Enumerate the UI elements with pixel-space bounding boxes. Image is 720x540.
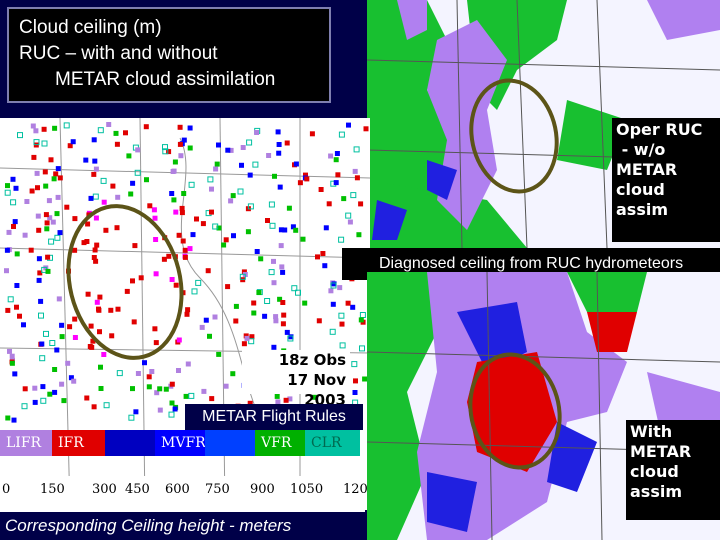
oper-ruc-label-line-4: cloud <box>616 180 665 199</box>
legend-label-vfr: VFR <box>261 435 292 451</box>
legend-seg-lifr: LIFR <box>0 430 52 456</box>
title-line-2: RUC – with and without <box>19 43 218 64</box>
scale-tick-4: 600 <box>165 482 190 497</box>
legend-title: METAR Flight Rules <box>185 404 363 430</box>
title-box: Cloud ceiling (m) RUC – with and without… <box>7 7 331 103</box>
legend-seg-mvfr-mid <box>205 430 255 456</box>
legend-seg-vfr: VFR <box>255 430 305 456</box>
legend-color-bar: LIFR IFR MVFR VFR CLR <box>0 430 360 456</box>
scale-tick-7: 1050 <box>290 482 324 497</box>
legend-seg-mvfr: MVFR <box>155 430 206 456</box>
obs-time-line-1: 18z Obs <box>278 351 346 369</box>
legend-seg-mvfr-low <box>105 430 155 456</box>
legend-label-clr: CLR <box>311 435 342 451</box>
oper-ruc-label-line-3: METAR <box>616 160 678 179</box>
oper-ruc-label: Oper RUC - w/o METAR cloud assim <box>612 118 720 242</box>
scale-tick-1: 150 <box>40 482 65 497</box>
legend-seg-ifr: IFR <box>52 430 105 456</box>
obs-time-label: 18z Obs 17 Nov 2003 <box>242 350 350 409</box>
with-metar-label-line-4: assim <box>630 482 682 501</box>
with-metar-label-line-3: cloud <box>630 462 679 481</box>
oper-ruc-label-line-2: - w/o <box>616 140 666 159</box>
oper-ruc-label-line-1: Oper RUC <box>616 120 703 139</box>
legend-label-mvfr: MVFR <box>161 435 206 451</box>
legend-label-lifr: LIFR <box>6 435 42 451</box>
ruc-map-with-metar <box>367 272 720 540</box>
with-metar-label: With METAR cloud assim <box>626 420 720 520</box>
title-line-1: Cloud ceiling (m) <box>19 17 162 38</box>
scale-tick-3: 450 <box>125 482 150 497</box>
scale-tick-2: 300 <box>92 482 117 497</box>
title-line-3: METAR cloud assimilation <box>55 69 276 90</box>
legend-label-ifr: IFR <box>58 435 84 451</box>
scale-tick-8: 120 <box>343 482 368 497</box>
scale-tick-5: 750 <box>205 482 230 497</box>
oper-ruc-label-line-5: assim <box>616 200 668 219</box>
scale-tick-0: 0 <box>2 482 11 497</box>
ceiling-scale: 0 150 300 450 600 750 900 1050 120 <box>0 476 368 512</box>
ruc-map-with-metar-graphic <box>367 272 720 540</box>
scale-caption: Corresponding Ceiling height - meters <box>0 512 345 540</box>
legend-seg-clr: CLR <box>305 430 360 456</box>
with-metar-label-line-2: METAR <box>630 442 692 461</box>
scale-tick-6: 900 <box>250 482 275 497</box>
with-metar-label-line-1: With <box>630 422 673 441</box>
